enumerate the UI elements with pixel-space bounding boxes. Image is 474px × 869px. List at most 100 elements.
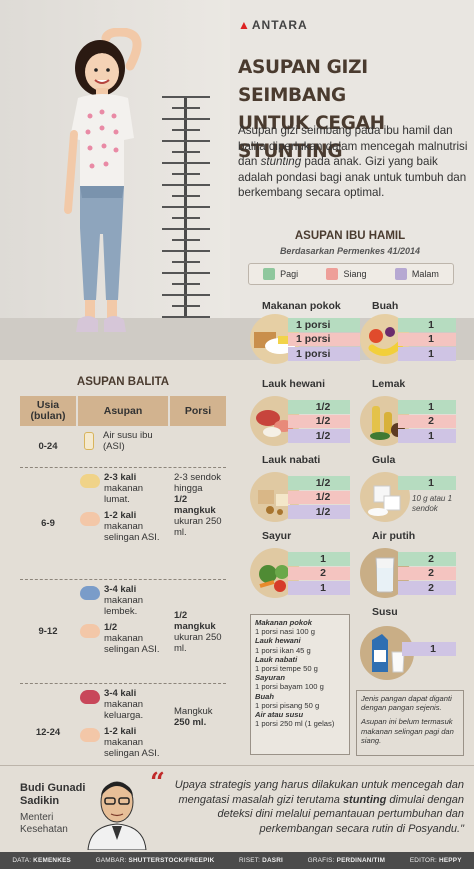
portion-pagi: 1/2 [288, 400, 350, 414]
ruler-tick [162, 228, 210, 230]
bowl-icon [80, 474, 100, 488]
portion-siang: 2 [398, 566, 456, 580]
girl-illustration [64, 28, 142, 332]
ruler-tick [162, 118, 210, 120]
meal-time-legend: Pagi Siang Malam [248, 263, 454, 285]
intake-item: 3-4 kali makanan keluarga. [80, 688, 166, 721]
legend-malam: Malam [394, 268, 439, 280]
side-note-1: Jenis pangan dapat diganti dengan pangan… [361, 694, 452, 713]
food-label: Sayur [262, 530, 292, 542]
column-header-asupan: Asupan [78, 396, 168, 426]
portion-siang: 2 [288, 566, 350, 580]
food-lauk-nabati: Lauk nabati 1/2 1/2 1/2 [250, 454, 350, 522]
food-lauk-hewani: Lauk hewani 1/2 1/2 1/2 [250, 378, 350, 446]
food-gula: Gula 1 10 g atau 1 sendok [360, 454, 464, 522]
side-note: Jenis pangan dapat diganti dengan pangan… [356, 690, 464, 756]
portion-siang: 1/2 [288, 414, 350, 428]
food-sayur: Sayur 1 2 1 [250, 530, 350, 598]
intake-item: 1-2 kali makanan selingan ASI. [80, 510, 166, 543]
ruler-tick [172, 239, 200, 241]
balita-heading: ASUPAN BALITA [76, 376, 170, 388]
intake-item: Air susu ibu (ASI) [80, 430, 166, 452]
balita-table: Usia (bulan) Asupan Porsi 0-24 Air susu … [20, 396, 226, 780]
intake-cell: 2-3 kali makanan lumat. 1-2 kali makanan s… [76, 468, 168, 579]
portion-pagi: 1 [398, 400, 456, 414]
column-header-usia: Usia (bulan) [20, 396, 76, 426]
ruler-tick [172, 195, 200, 197]
bowl-icon [80, 690, 100, 704]
portion-siang: 1 [398, 332, 456, 346]
divider [0, 765, 474, 766]
ruler-tick [162, 294, 210, 296]
portion-cell: Mangkuk 250 ml. [174, 706, 213, 728]
ruler-tick [172, 151, 200, 153]
food-susu: Susu 1 [360, 606, 456, 682]
table-row: 12-24 3-4 kali makanan keluarga. 1-2 kali… [20, 684, 226, 780]
food-label: Makanan pokok [262, 300, 341, 312]
intake-cell: 3-4 kali makanan keluarga. 1-2 kali makana… [76, 684, 168, 780]
ruler-tick [172, 305, 200, 307]
age-cell: 6-9 [41, 518, 55, 529]
portion-malam: 1 [288, 581, 350, 595]
food-buah: Buah 1 1 1 [360, 300, 456, 366]
legend-pagi: Pagi [263, 268, 298, 280]
antara-logo-icon: ▲ [238, 18, 251, 32]
column-header-porsi: Porsi [170, 396, 226, 426]
intro-paragraph: Asupan gizi seimbang pada ibu hamil dan … [238, 124, 468, 200]
brand-logo: ▲ANTARA [238, 18, 308, 32]
ruler-tick [172, 217, 200, 219]
age-cell: 12-24 [35, 726, 61, 738]
intake-item: 1-2 kali makanan selingan ASI. [80, 726, 166, 759]
food-label: Gula [372, 454, 396, 466]
portion-pagi: 1/2 [288, 476, 350, 490]
ruler-tick [162, 140, 210, 142]
credit-editor: EDITOR: HEPPY [409, 857, 462, 864]
food-makanan-pokok: Makanan pokok 1 porsi 1 porsi 1 porsi [250, 300, 360, 366]
ruler-tick [162, 206, 210, 208]
portion-siang: 2 [398, 414, 456, 428]
ruler-tick [172, 173, 200, 175]
portion-malam: 1 [398, 347, 456, 361]
title-line-1: ASUPAN GIZI SEIMBANG [238, 57, 368, 106]
portion-pagi: 1 [288, 552, 350, 566]
ruler-tick [172, 107, 200, 109]
table-row: 0-24 Air susu ibu (ASI) [20, 426, 226, 468]
intake-item: 2-3 kali makanan lumat. [80, 472, 166, 505]
age-cell: 0-24 [38, 441, 58, 452]
portion-cell: 1/2 mangkuk ukuran 250 ml. [174, 610, 222, 654]
water-glass-icon [360, 548, 410, 598]
portion-malam: 1 [398, 429, 456, 443]
portion-siang: 1 porsi [288, 332, 360, 346]
credit-data: DATA: KEMENKES [12, 857, 71, 864]
credit-riset: RISET: DASRI [239, 857, 284, 864]
height-ruler [162, 96, 214, 318]
bowl-icon [80, 624, 100, 638]
intake-item: 3-4 kali makanan lembek. [80, 584, 166, 617]
table-row: 9-12 3-4 kali makanan lembek. 1/2 makanan … [20, 580, 226, 684]
credits-footer: DATA: KEMENKES GAMBAR: SHUTTERSTOCK/FREE… [0, 852, 474, 869]
title-line-2: UNTUK CEGAH STUNTING [238, 113, 385, 162]
food-label: Buah [372, 300, 399, 312]
ruler-tick [162, 250, 210, 252]
minister-portrait [87, 781, 147, 850]
sugar-note: 10 g atau 1 sendok [412, 494, 453, 513]
food-air-putih: Air putih 2 2 2 [360, 530, 456, 598]
portion-malam: 2 [398, 581, 456, 595]
table-header: Usia (bulan) Asupan Porsi [20, 396, 226, 426]
bowl-icon [80, 512, 100, 526]
ruler-tick [172, 283, 200, 285]
minister-role: Menteri Kesehatan [20, 812, 68, 835]
ibu-hamil-heading: ASUPAN IBU HAMIL [294, 230, 406, 242]
food-label: Lauk nabati [262, 454, 321, 466]
portion-malam: 1 porsi [288, 347, 360, 361]
portion-malam: 1/2 [288, 429, 350, 443]
side-note-2: Asupan ini belum termasuk makanan seling… [361, 717, 454, 745]
ruler-tick [172, 129, 200, 131]
portion-pagi: 1 [398, 318, 456, 332]
portion-cell [168, 426, 226, 467]
ruler-tick [162, 316, 210, 318]
age-cell: 9-12 [38, 626, 58, 637]
portion-cell: 2-3 sendok hingga 1/2 mangkuk ukuran 250… [174, 472, 222, 538]
portion-pagi: 1 [398, 476, 456, 490]
intake-cell: Air susu ibu (ASI) [76, 426, 168, 467]
